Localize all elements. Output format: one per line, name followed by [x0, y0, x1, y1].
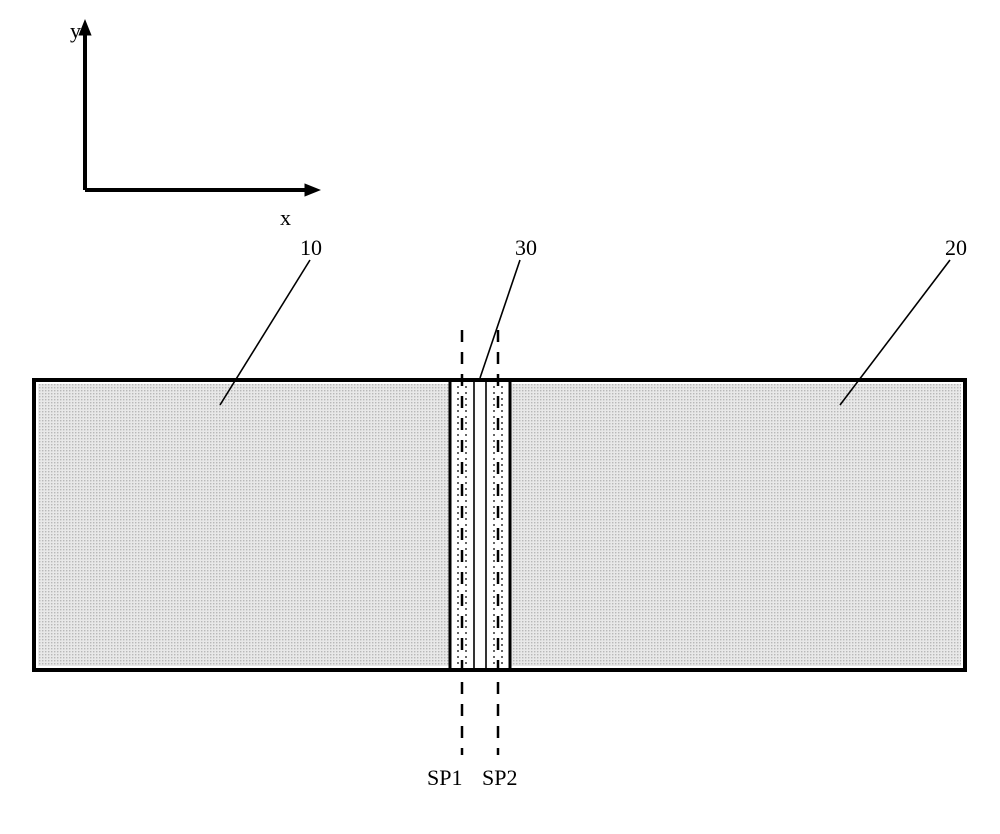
ref-label-30: 30 — [515, 235, 537, 261]
axis-label-x: x — [280, 205, 291, 231]
dashed-verticals-group — [462, 330, 498, 755]
ref-label-sp2: SP2 — [482, 765, 517, 791]
diagram-svg — [0, 0, 1000, 834]
pointer-lines-group — [220, 260, 950, 405]
ref-label-10: 10 — [300, 235, 322, 261]
ref-label-sp1: SP1 — [427, 765, 462, 791]
regions-group — [38, 384, 961, 666]
axis-label-y: y — [70, 18, 81, 44]
axes-group — [78, 19, 321, 197]
center-lines-group — [450, 380, 510, 670]
diagram-stage: { "canvas": { "width": 1000, "height": 8… — [0, 0, 1000, 834]
ref-label-20: 20 — [945, 235, 967, 261]
